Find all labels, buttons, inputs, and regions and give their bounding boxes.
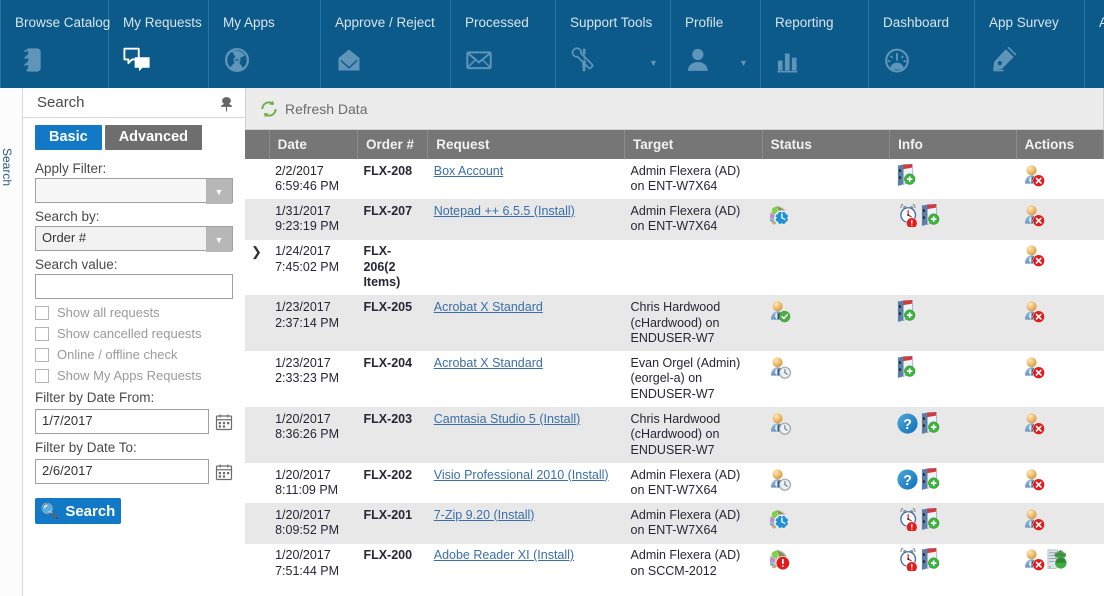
svg-text:?: ? <box>903 416 912 432</box>
svg-text:?: ? <box>903 472 912 488</box>
